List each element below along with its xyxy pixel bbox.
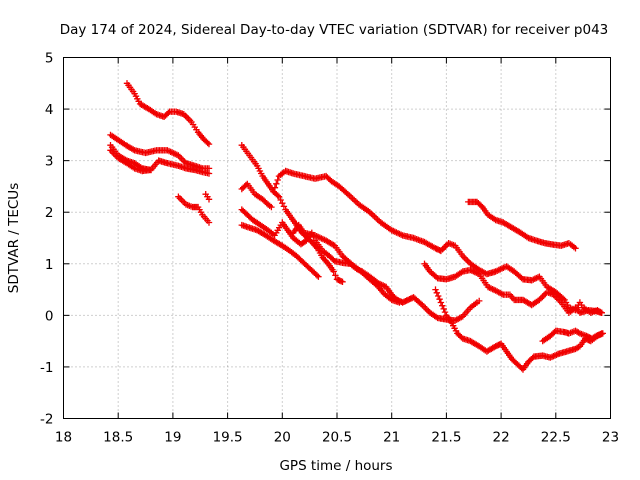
series-arc-8 (238, 167, 605, 316)
x-tick-label: 18.5 (103, 430, 133, 446)
x-tick-label: 21.5 (431, 430, 461, 446)
series-arc-9 (238, 206, 483, 324)
series-arc-11 (290, 221, 403, 306)
x-tick-label: 21 (383, 430, 400, 446)
x-tick-label: 22.5 (541, 430, 571, 446)
x-axis-label: GPS time / hours (279, 458, 392, 474)
y-tick-label: 5 (45, 51, 54, 67)
x-tick-label: 18 (55, 430, 72, 446)
series-arc-2 (107, 131, 213, 172)
x-tick-label: 20 (274, 430, 291, 446)
x-tick-label: 22 (493, 430, 510, 446)
x-tick-label: 20.5 (322, 430, 352, 446)
y-tick-label: -2 (40, 412, 53, 428)
y-tick-label: 0 (45, 308, 54, 324)
chart-title: Day 174 of 2024, Sidereal Day-to-day VTE… (60, 22, 609, 38)
series-arc-12 (421, 260, 605, 316)
plot-frame (63, 57, 611, 419)
y-axis-label: SDTVAR / TECUs (6, 183, 22, 293)
series-arc-5 (175, 193, 213, 226)
series-arc-10 (238, 221, 322, 280)
series-arc-13 (432, 286, 606, 373)
axis-ticks: 18 18.5 19 19.5 20 20.5 21 21.5 22 22.5 23-2-10123… (40, 51, 619, 446)
grid-lines (63, 57, 611, 419)
y-tick-label: 2 (45, 205, 54, 221)
series-arc-15 (465, 198, 579, 252)
series-arc-6 (202, 191, 213, 203)
x-tick-label: 19 (164, 430, 181, 446)
y-tick-label: 1 (45, 257, 54, 273)
series-arc-4 (107, 147, 155, 175)
y-tick-label: 3 (45, 154, 54, 170)
x-tick-label: 19.5 (213, 430, 243, 446)
y-tick-label: -1 (40, 360, 53, 376)
series-arc-1 (123, 80, 213, 148)
series-arc-14 (539, 327, 605, 345)
y-tick-label: 4 (45, 102, 54, 118)
x-tick-label: 23 (602, 430, 619, 446)
data-series (107, 80, 606, 373)
